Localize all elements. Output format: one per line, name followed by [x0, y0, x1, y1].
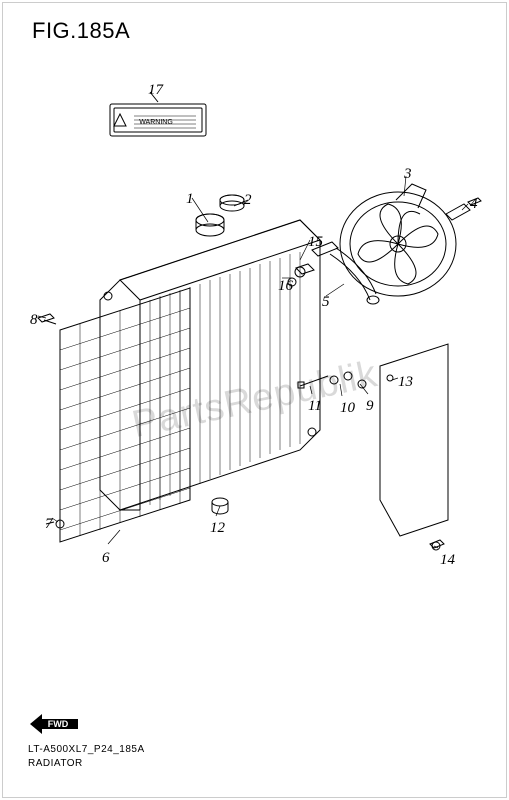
callout-3: 3 [404, 166, 412, 183]
callout-16: 16 [278, 278, 293, 295]
callout-1: 1 [186, 191, 194, 208]
bolt-set [298, 372, 366, 388]
callout-6: 6 [102, 550, 110, 567]
callout-15: 15 [308, 234, 323, 251]
fwd-arrow-icon: FWD [28, 712, 80, 736]
footer-line-1: LT-A500XL7_P24_185A [28, 743, 145, 757]
callout-2: 2 [244, 192, 252, 209]
shield-plate [380, 344, 448, 550]
callout-13: 13 [398, 374, 413, 391]
callout-8: 8 [30, 312, 38, 329]
callout-5: 5 [322, 294, 330, 311]
callout-17: 17 [148, 82, 163, 99]
fan-assy [340, 184, 481, 296]
callout-14: 14 [440, 552, 455, 569]
callout-4: 4 [470, 196, 478, 213]
svg-text:FWD: FWD [48, 719, 69, 729]
callout-12: 12 [210, 520, 225, 537]
warning-label-part: WARNING [110, 104, 206, 136]
callout-11: 11 [308, 398, 322, 415]
callout-9: 9 [366, 398, 374, 415]
footer-text: LT-A500XL7_P24_185A RADIATOR [28, 743, 145, 770]
radiator-diagram: WARNING [0, 0, 509, 800]
radiator-assy [100, 195, 379, 514]
callout-7: 7 [45, 516, 53, 533]
footer-line-2: RADIATOR [28, 757, 145, 771]
callout-10: 10 [340, 400, 355, 417]
